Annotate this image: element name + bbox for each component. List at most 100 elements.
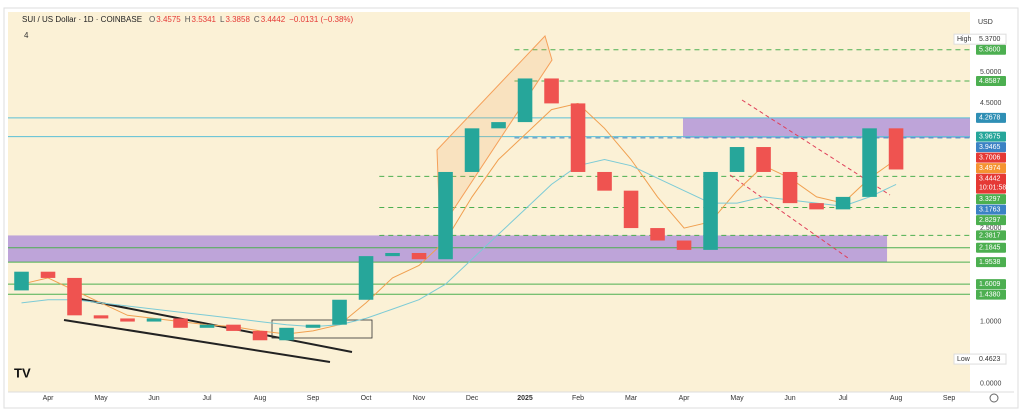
chart-title: SUI / US Dollar · 1D · COINBASE xyxy=(22,15,142,24)
candle-body xyxy=(782,171,798,204)
currency[interactable]: USD xyxy=(978,19,993,26)
y-tick-label: 4.5000 xyxy=(980,100,1002,107)
candle-body xyxy=(703,171,718,250)
price-label-box xyxy=(976,194,1006,205)
candle-body xyxy=(305,324,321,328)
candle-body xyxy=(226,324,241,331)
price-label: 1.6009 xyxy=(979,281,1001,288)
candle-body xyxy=(14,271,29,291)
x-tick-label: Jul xyxy=(839,395,848,402)
price-label: 3.1763 xyxy=(979,206,1001,213)
moving-average xyxy=(21,102,897,335)
candle-body xyxy=(199,324,215,328)
y-tick-label: 0.0000 xyxy=(980,381,1002,388)
moving-average xyxy=(21,158,897,328)
ohlc-key: L xyxy=(220,15,225,24)
x-tick-label: 2025 xyxy=(517,395,533,402)
candle-body xyxy=(835,196,851,210)
x-tick-label: Aug xyxy=(254,395,267,402)
price-label-box xyxy=(976,242,1006,253)
candle-body xyxy=(252,330,268,341)
labels: SUI / US Dollar · 1D · COINBASE O 3.4575 H 3… xyxy=(22,15,1007,402)
ohlc-value: 3.5341 xyxy=(192,15,217,24)
price-label: 3.4974 xyxy=(979,165,1001,172)
x-tick-label: Jun xyxy=(148,395,159,402)
price-label-box xyxy=(976,112,1006,123)
trendline-drawing xyxy=(729,174,849,259)
candle-body xyxy=(146,318,162,322)
ohlc-key: C xyxy=(254,15,260,24)
x-tick-label: Apr xyxy=(679,395,691,402)
price-label-box xyxy=(976,204,1006,215)
price-label: 3.7006 xyxy=(979,154,1001,161)
y-tick-label: 5.0000 xyxy=(980,69,1002,76)
x-tick-label: Sep xyxy=(307,395,320,402)
candle-body xyxy=(464,128,480,172)
x-tick-label: Nov xyxy=(413,395,426,402)
candle-body xyxy=(173,318,188,328)
x-tick-label: Apr xyxy=(43,395,55,402)
price-label: 1.4380 xyxy=(979,291,1001,298)
candle-body xyxy=(809,203,824,210)
low-label: Low xyxy=(957,356,971,363)
price-label-box xyxy=(976,131,1006,142)
high-box xyxy=(953,33,1007,45)
ohlc-value: 3.4442 xyxy=(261,15,286,24)
price-label-box xyxy=(976,76,1006,87)
settings-icon[interactable] xyxy=(989,393,999,403)
logo: TV xyxy=(14,365,31,380)
x-tick-label: May xyxy=(94,395,108,402)
price-change: −0.0131 (−0.38%) xyxy=(289,15,353,24)
low-value: 0.4623 xyxy=(979,356,1001,363)
zone xyxy=(682,117,970,138)
candle-body xyxy=(491,122,506,129)
price-label-box xyxy=(976,215,1006,226)
candle-body xyxy=(597,171,612,191)
candle-body xyxy=(623,190,639,229)
price-label-box xyxy=(976,289,1006,300)
price-label-box xyxy=(976,163,1006,174)
candles xyxy=(14,78,904,341)
price-label: 4.8587 xyxy=(979,78,1001,85)
x-tick-label: Oct xyxy=(361,395,372,402)
price-label: 5.3600 xyxy=(979,47,1001,54)
levels xyxy=(8,49,970,295)
high-value: 5.3700 xyxy=(979,36,1001,43)
trendline-drawing xyxy=(741,99,891,196)
moving-averages xyxy=(21,102,897,335)
price-label-box xyxy=(976,173,1006,194)
high-label: High xyxy=(957,36,972,43)
candle-body xyxy=(676,240,692,250)
candle-body xyxy=(358,256,374,300)
price-label-box xyxy=(976,257,1006,268)
price-label: 2.1845 xyxy=(979,245,1001,252)
x-tick-label: Jul xyxy=(203,395,212,402)
ohlc-value: 3.3858 xyxy=(225,15,250,24)
x-tick-label: Dec xyxy=(466,395,479,402)
candle-body xyxy=(279,327,294,341)
price-label-box xyxy=(976,230,1006,241)
candle-body xyxy=(729,147,745,172)
plot-background xyxy=(8,12,970,392)
y-tick-label: 2.5000 xyxy=(980,225,1002,232)
candle-body xyxy=(120,318,135,322)
price-label: 3.9675 xyxy=(979,133,1001,140)
x-tick-label: Sep xyxy=(943,395,956,402)
price-label-box xyxy=(976,279,1006,290)
trendline-drawing xyxy=(63,319,331,363)
candle-body xyxy=(67,277,82,316)
candle-body xyxy=(517,78,533,123)
candle-body xyxy=(40,271,56,278)
price-label: 3.3297 xyxy=(979,196,1001,203)
range-drawing xyxy=(271,319,373,339)
price-label: 3.4442 xyxy=(979,175,1001,182)
x-tick-label: Jun xyxy=(784,395,795,402)
candle-body xyxy=(544,78,559,104)
ohlc-key: H xyxy=(185,15,191,24)
candle-body xyxy=(438,171,453,260)
candle-body xyxy=(888,128,904,170)
candle-body xyxy=(862,128,877,197)
price-label: 3.9465 xyxy=(979,144,1001,151)
x-tick-label: Feb xyxy=(572,395,584,402)
